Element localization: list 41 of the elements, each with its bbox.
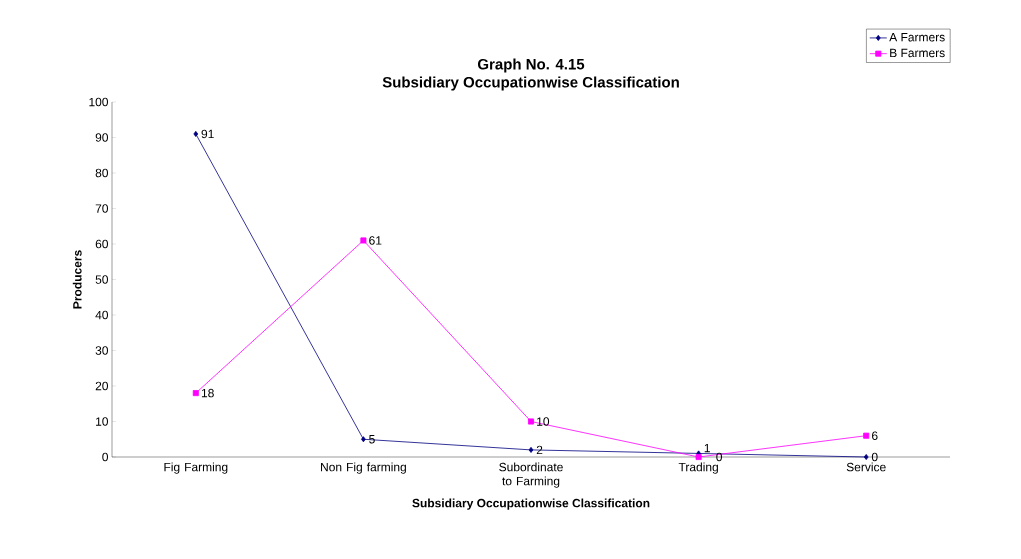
data-label: 2 [536, 445, 543, 455]
point [360, 237, 367, 244]
data-label: 0 [871, 452, 878, 462]
y-tick-label: 20 [95, 381, 109, 391]
x-tick-label: Subordinate to Farming [499, 462, 563, 488]
data-label: 1 [704, 444, 710, 453]
chart-subtitle: Subsidiary Occupationwise Classification [382, 76, 679, 91]
x-axis-title: Subsidiary Occupationwise Classification [412, 498, 650, 510]
legend-label: A Farmers [889, 33, 945, 42]
y-tick-label: 40 [95, 310, 109, 320]
data-label: 6 [872, 431, 878, 440]
legend-label: B Farmers [890, 48, 945, 58]
y-axis-title: Producers [72, 250, 82, 309]
data-label: 91 [201, 129, 214, 139]
point [863, 454, 869, 460]
x-tick-label: Fig Farming [164, 462, 228, 474]
point [863, 432, 870, 439]
y-tick-label: 30 [95, 346, 109, 355]
y-tick-label: 60 [95, 239, 109, 249]
y-tick-label: 80 [95, 168, 109, 178]
point [192, 390, 199, 397]
chart-title: Graph No. 4.15 [477, 58, 585, 73]
point [193, 130, 199, 137]
x-tick-label: Non Fig farming [321, 462, 406, 474]
data-label: 10 [537, 417, 550, 426]
y-tick-label: 50 [95, 275, 109, 284]
y-tick-label: 100 [89, 97, 109, 107]
data-label: 0 [716, 452, 723, 462]
data-label: 61 [369, 236, 382, 245]
y-tick-label: 0 [102, 452, 109, 462]
x-tick-label: Trading [678, 462, 718, 474]
data-label: 5 [369, 435, 375, 444]
point [528, 418, 535, 425]
y-tick-label: 10 [96, 417, 109, 426]
y-tick-label: 90 [95, 133, 109, 142]
x-tick-label: Service [846, 462, 886, 472]
data-label: 18 [201, 388, 214, 398]
y-tick-label: 70 [95, 204, 109, 213]
point [528, 446, 534, 453]
point [695, 454, 702, 460]
point [361, 436, 366, 443]
